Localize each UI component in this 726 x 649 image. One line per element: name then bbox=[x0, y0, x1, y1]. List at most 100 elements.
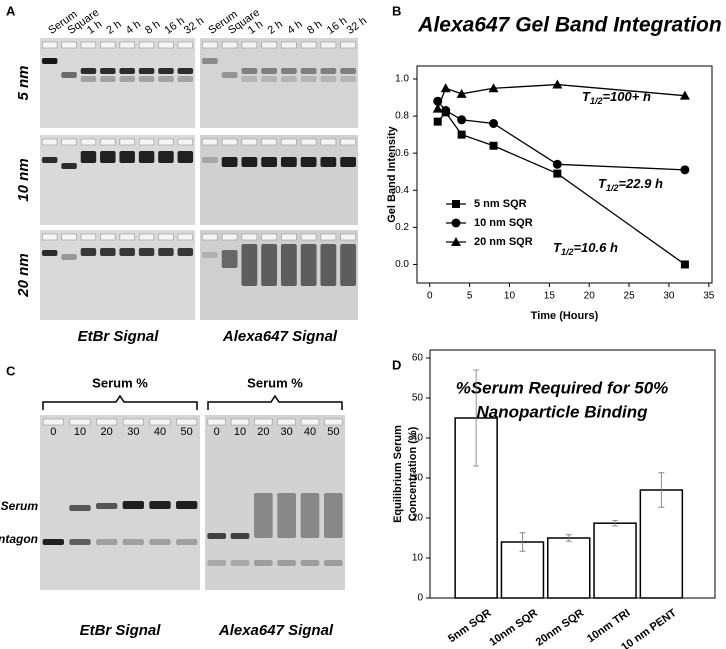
gel-band bbox=[69, 505, 91, 511]
gel-band bbox=[100, 76, 116, 82]
gel-band bbox=[41, 250, 58, 256]
gel-band bbox=[177, 76, 194, 82]
gel-band bbox=[241, 68, 258, 74]
gel-well bbox=[202, 138, 218, 146]
gel-band bbox=[254, 560, 273, 566]
marker bbox=[489, 141, 498, 150]
lane-label: 4 h bbox=[285, 18, 304, 37]
gel-well bbox=[138, 138, 155, 146]
x-tick-label: 0 bbox=[427, 291, 433, 302]
error-bar bbox=[519, 532, 526, 552]
gel-well bbox=[340, 233, 356, 241]
y-tick-label: 0.0 bbox=[395, 259, 409, 270]
lane-label: 30 bbox=[281, 426, 293, 438]
plot-frame bbox=[416, 65, 713, 284]
gel-well bbox=[61, 41, 77, 49]
gel-band bbox=[340, 157, 357, 167]
x-tick-label: 25 bbox=[624, 291, 636, 302]
gel-well bbox=[281, 233, 297, 241]
y-tick-label: 0.8 bbox=[395, 111, 409, 122]
gel-band bbox=[277, 493, 296, 538]
gel-band bbox=[261, 76, 278, 82]
gel-band bbox=[221, 250, 238, 268]
gel-well bbox=[138, 233, 155, 241]
x-tick-label: 10nm SQR bbox=[487, 607, 539, 649]
gel-band bbox=[261, 68, 278, 74]
lane-label: 40 bbox=[154, 426, 166, 438]
lane-label: 0 bbox=[50, 426, 56, 438]
gel-band bbox=[300, 68, 317, 74]
y-tick-label: 60 bbox=[412, 353, 424, 364]
marker bbox=[552, 159, 562, 169]
gel-band bbox=[176, 501, 198, 509]
lane-label: 50 bbox=[327, 426, 339, 438]
x-axis-label: Time (Hours) bbox=[531, 310, 599, 322]
y-tick-label: 10 bbox=[412, 553, 424, 564]
gel-well bbox=[241, 138, 258, 146]
gel-band bbox=[138, 248, 155, 256]
band-label: Pentagon bbox=[0, 532, 38, 546]
caption: Alexa647 Signal bbox=[222, 328, 338, 345]
gel-band bbox=[138, 68, 155, 74]
gel-band bbox=[177, 151, 194, 163]
legend-label: 5 nm SQR bbox=[474, 198, 527, 210]
gel-well bbox=[42, 233, 58, 241]
gel-well bbox=[221, 233, 238, 241]
marker bbox=[489, 118, 499, 128]
marker bbox=[457, 130, 466, 139]
lane-label: 4 h bbox=[124, 18, 143, 37]
panel-letter: B bbox=[392, 3, 401, 18]
gel-band bbox=[221, 157, 238, 167]
caption: EtBr Signal bbox=[80, 622, 162, 639]
gel-band bbox=[100, 151, 116, 163]
gel-band bbox=[41, 58, 58, 64]
gel-image bbox=[200, 38, 358, 128]
gel-band bbox=[177, 68, 194, 74]
gel-band bbox=[158, 68, 174, 74]
chart-title: Nanoparticle Binding bbox=[477, 402, 649, 421]
marker bbox=[433, 117, 442, 126]
gel-well bbox=[61, 138, 77, 146]
gel-band bbox=[261, 244, 278, 286]
gel-well bbox=[261, 41, 277, 49]
gel-band bbox=[300, 244, 317, 286]
x-tick-label: 35 bbox=[703, 291, 715, 302]
gel-image bbox=[40, 230, 195, 320]
gel-well bbox=[138, 41, 155, 49]
x-tick-label: 20nm SQR bbox=[534, 607, 586, 649]
gel-well bbox=[100, 138, 116, 146]
lane-label: 20 bbox=[101, 426, 113, 438]
gel-well bbox=[300, 41, 317, 49]
caption: Alexa647 Signal bbox=[218, 622, 334, 639]
gel-well bbox=[158, 233, 174, 241]
gel-image bbox=[200, 135, 358, 225]
gel-well bbox=[241, 233, 258, 241]
gel-band bbox=[119, 76, 135, 82]
gel-band bbox=[201, 252, 218, 258]
gel-band bbox=[61, 163, 77, 169]
gel-well bbox=[340, 138, 356, 146]
lane-label: 10 bbox=[234, 426, 246, 438]
marker bbox=[432, 103, 443, 113]
gel-well bbox=[202, 233, 218, 241]
gel-band bbox=[100, 248, 116, 256]
y-axis-label: Gel Band Intensity bbox=[386, 125, 398, 222]
brace bbox=[42, 394, 198, 410]
gel-band bbox=[119, 68, 135, 74]
lane-label: 32 h bbox=[345, 15, 369, 37]
gel-band bbox=[201, 157, 218, 163]
panel-letter: A bbox=[6, 3, 16, 18]
bar bbox=[547, 537, 591, 599]
gel-band bbox=[138, 151, 155, 163]
gel-band bbox=[230, 533, 250, 539]
gel-well bbox=[230, 418, 250, 426]
annotation-part: =10.6 h bbox=[573, 240, 618, 255]
gel-well bbox=[281, 138, 297, 146]
chart-title: %Serum Required for 50% bbox=[456, 378, 669, 397]
gel-band bbox=[122, 539, 144, 545]
gel-band bbox=[300, 560, 320, 566]
gel-well bbox=[42, 418, 64, 426]
gel-image bbox=[40, 135, 195, 225]
gel-well bbox=[281, 41, 297, 49]
